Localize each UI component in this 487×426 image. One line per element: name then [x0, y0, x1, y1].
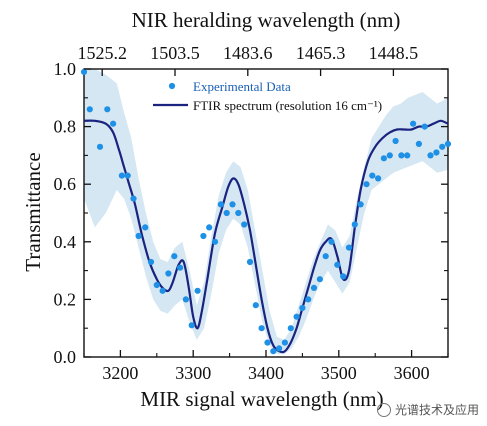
experimental-point [410, 120, 417, 127]
experimental-point [293, 313, 300, 320]
experimental-point [276, 345, 283, 352]
top-tick-label: 1483.6 [223, 43, 273, 63]
experimental-point [130, 195, 137, 202]
experimental-point [328, 238, 335, 245]
y-tick-label: 1.0 [54, 59, 77, 79]
x-tick-label: 3300 [175, 363, 211, 383]
experimental-point [357, 201, 364, 208]
experimental-point [147, 258, 155, 266]
experimental-point [392, 137, 399, 145]
experimental-point [142, 224, 149, 231]
experimental-point [96, 143, 104, 150]
experimental-point [404, 152, 411, 159]
y-tick-label: 0.4 [54, 232, 77, 252]
experimental-point [118, 172, 125, 179]
top-tick-label: 1448.5 [369, 43, 419, 63]
experimental-points-layer [80, 68, 452, 355]
experimental-point [334, 261, 341, 268]
x-axis-title: MIR signal wavelength (nm) [140, 387, 383, 411]
experimental-point [110, 120, 117, 127]
legend-marker-points [168, 82, 176, 90]
experimental-point [264, 339, 271, 346]
top-tick-label: 1465.3 [296, 43, 346, 63]
experimental-point [165, 270, 172, 277]
experimental-point [86, 106, 93, 113]
legend-label-line: FTIR spectrum (resolution 16 cm⁻¹) [193, 98, 382, 113]
top-tick-label: 1503.5 [150, 43, 200, 63]
experimental-point [316, 276, 323, 283]
experimental-point [369, 172, 376, 179]
experimental-point [135, 232, 142, 240]
legend: Experimental Data FTIR spectrum (resoluti… [153, 79, 382, 113]
experimental-point [104, 106, 111, 113]
experimental-point [281, 339, 288, 346]
y-tick-label: 0.2 [54, 289, 77, 309]
experimental-point [351, 221, 358, 228]
experimental-point [194, 287, 201, 294]
y-tick-label: 0.6 [54, 174, 77, 194]
experimental-point [398, 152, 405, 159]
experimental-point [270, 348, 277, 355]
top-axis-title: NIR heralding wavelength (nm) [132, 8, 401, 32]
experimental-point [217, 201, 224, 208]
experimental-point [415, 140, 422, 147]
experimental-point [299, 304, 306, 312]
experimental-point [153, 281, 160, 289]
x-tick-label: 3500 [321, 363, 357, 383]
x-tick-label: 3400 [248, 363, 284, 383]
y-tick-label: 0.8 [54, 117, 77, 137]
uncertainty-band [84, 69, 448, 355]
experimental-point [439, 143, 446, 150]
experimental-point [322, 253, 329, 260]
x-tick-label: 3600 [394, 363, 430, 383]
experimental-point [241, 221, 248, 228]
top-tick-label: 1525.2 [77, 43, 127, 63]
experimental-point [421, 123, 428, 130]
experimental-point [305, 296, 312, 303]
x-tick-label: 3200 [102, 363, 138, 383]
experimental-point [211, 238, 219, 245]
wechat-logo-icon [376, 402, 391, 417]
experimental-point [380, 155, 387, 162]
experimental-point [433, 149, 440, 156]
legend-label-points: Experimental Data [193, 79, 291, 94]
ticks-layer: 3200 3300 3400 3500 36000.00.20.40.60.81.015… [54, 43, 449, 383]
experimental-point [375, 175, 382, 182]
experimental-point [223, 209, 230, 217]
experimental-point [363, 181, 370, 188]
experimental-point [345, 244, 353, 251]
experimental-point [177, 264, 184, 271]
experimental-point [252, 302, 259, 309]
ftir-line [83, 119, 449, 354]
experimental-point [287, 325, 294, 332]
experimental-point [80, 68, 88, 75]
ftir-line-layer [83, 119, 449, 354]
experimental-point [235, 209, 242, 217]
y-axis-title: Transmittance [21, 152, 45, 271]
experimental-point [182, 296, 189, 303]
watermark-text: 光谱技术及应用 [394, 403, 479, 417]
experimental-point [258, 325, 265, 332]
experimental-point [386, 152, 393, 159]
experimental-point [206, 224, 213, 231]
experimental-point [200, 232, 207, 240]
experimental-point [427, 152, 434, 159]
experimental-point [124, 172, 131, 179]
experimental-point [444, 140, 452, 147]
experimental-point [188, 322, 195, 329]
experimental-point [229, 201, 236, 208]
experimental-point [246, 258, 254, 266]
y-tick-label: 0.0 [54, 347, 77, 367]
uncertainty-band-layer [84, 69, 448, 355]
watermark: 光谱技术及应用 [376, 401, 479, 418]
experimental-point [171, 253, 178, 260]
experimental-point [159, 287, 166, 294]
experimental-point [310, 284, 318, 291]
experimental-point [340, 273, 347, 280]
